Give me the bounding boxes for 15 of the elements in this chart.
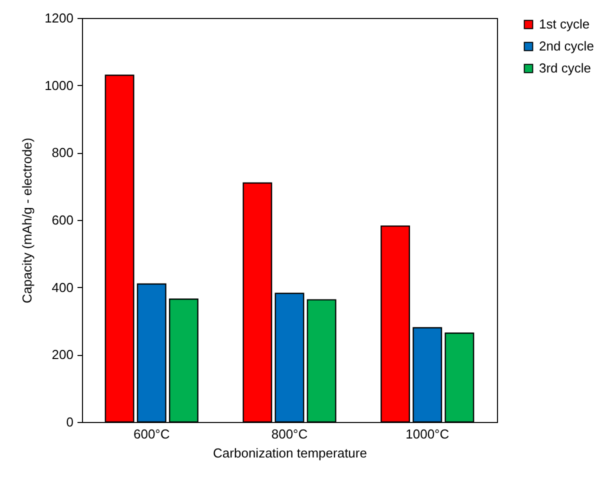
y-tick-label: 1000 [44, 78, 74, 93]
y-tick-label: 0 [66, 414, 74, 430]
x-tick-label: 800°C [271, 426, 308, 442]
legend-label: 2nd cycle [539, 38, 594, 54]
y-tick-label: 600 [52, 212, 74, 228]
legend-label: 1st cycle [539, 16, 590, 32]
x-axis-title: Carbonization temperature [213, 446, 367, 460]
x-tick-label: 1000°C [406, 426, 450, 442]
y-tick-label: 800 [52, 145, 74, 160]
y-tick-label: 1200 [44, 10, 74, 26]
x-tick-label: 600°C [133, 426, 170, 442]
y-tick-label: 200 [52, 347, 74, 362]
y-tick-label: 400 [52, 280, 74, 295]
y-axis-title: Capacity (mAh/g - electrode) [20, 138, 35, 304]
legend-label: 3rd cycle [539, 60, 592, 76]
